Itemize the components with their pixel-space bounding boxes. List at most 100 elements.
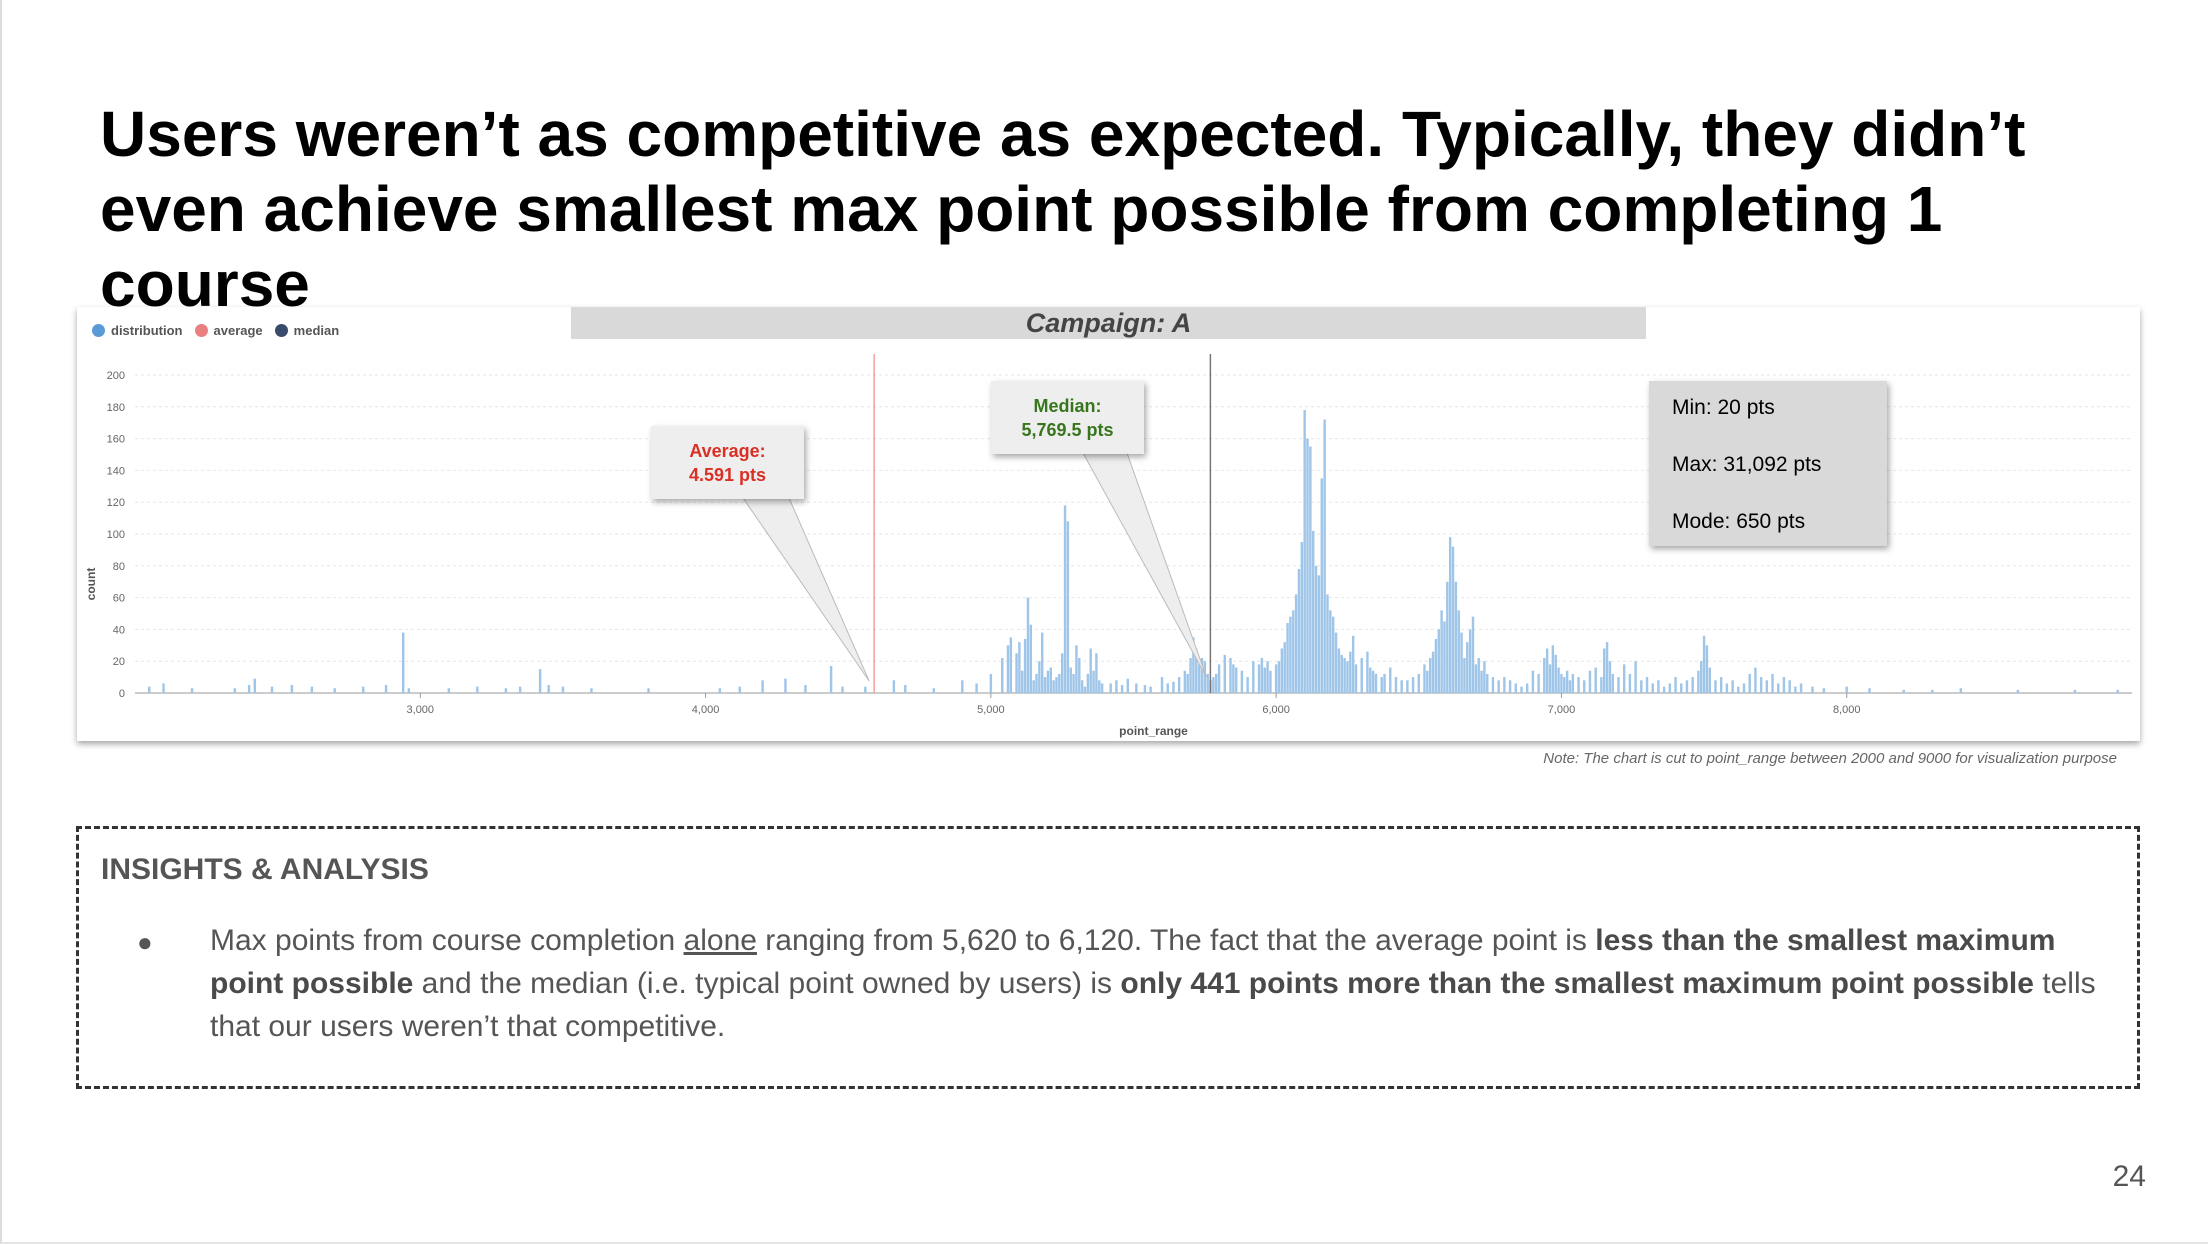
histogram-bar bbox=[1788, 680, 1791, 693]
histogram-bar bbox=[1263, 667, 1266, 693]
histogram-bar bbox=[1708, 667, 1711, 693]
legend-item-median[interactable]: median bbox=[274, 323, 339, 338]
histogram-bar bbox=[1135, 683, 1138, 693]
histogram-bar bbox=[1312, 530, 1315, 693]
histogram-bar bbox=[1098, 680, 1101, 693]
histogram-bar bbox=[1628, 673, 1632, 693]
histogram-bar bbox=[1257, 664, 1261, 693]
histogram-bar bbox=[1126, 678, 1130, 693]
histogram-bar bbox=[1092, 670, 1095, 693]
histogram-bar bbox=[1417, 673, 1420, 693]
histogram-bar bbox=[1719, 677, 1723, 693]
slide-title: Users weren’t as competitive as expected… bbox=[100, 98, 2026, 320]
histogram-bar bbox=[1080, 680, 1084, 693]
histogram-bar bbox=[1086, 673, 1090, 693]
histogram-bar bbox=[1554, 654, 1557, 693]
histogram-bar bbox=[1292, 610, 1295, 693]
y-tick-label: 180 bbox=[107, 402, 125, 414]
histogram-bar bbox=[401, 632, 405, 693]
y-tick-label: 100 bbox=[107, 529, 125, 541]
histogram-bar bbox=[1583, 680, 1586, 693]
histogram-bar bbox=[1600, 677, 1603, 693]
histogram-bar bbox=[647, 688, 650, 693]
histogram-bar bbox=[1742, 683, 1746, 693]
histogram-bar bbox=[2016, 689, 2020, 693]
histogram-bar bbox=[1603, 648, 1606, 693]
histogram-bar bbox=[1748, 673, 1751, 693]
histogram-bar bbox=[1186, 673, 1189, 693]
histogram-bar bbox=[1508, 680, 1512, 693]
histogram-bar bbox=[1006, 645, 1010, 693]
median-callout-value: 5,769.5 pts bbox=[1021, 420, 1114, 440]
histogram-bar bbox=[148, 686, 151, 693]
histogram-bar bbox=[1001, 658, 1004, 693]
histogram-bar bbox=[1334, 632, 1338, 693]
histogram-bar bbox=[1340, 654, 1343, 693]
histogram-bar bbox=[1454, 581, 1458, 693]
insight-bold-1: less than the smallest maximum point pos… bbox=[210, 924, 2056, 1000]
histogram-bar bbox=[1525, 683, 1529, 693]
histogram-bar bbox=[1777, 683, 1780, 693]
histogram-bar bbox=[1563, 677, 1566, 693]
histogram-bar bbox=[1557, 667, 1560, 693]
histogram-bar bbox=[1486, 673, 1489, 693]
histogram-bar bbox=[1200, 658, 1204, 693]
histogram-bar bbox=[290, 685, 294, 693]
histogram-bar bbox=[1782, 677, 1786, 693]
histogram-bar bbox=[1021, 670, 1024, 693]
histogram-bar bbox=[1183, 670, 1187, 693]
histogram-bar bbox=[1232, 664, 1235, 693]
histogram-bar bbox=[1323, 419, 1326, 693]
histogram-bar bbox=[1423, 664, 1426, 693]
legend-item-distribution[interactable]: distribution bbox=[92, 323, 183, 338]
histogram-bar bbox=[162, 683, 165, 693]
stat-max: Max: 31,092 pts bbox=[1672, 453, 1822, 476]
histogram-bar bbox=[1240, 670, 1244, 693]
insights-title: INSIGHTS & ANALYSIS bbox=[101, 853, 429, 886]
histogram-bar bbox=[518, 686, 522, 693]
histogram-bar bbox=[1083, 686, 1087, 693]
histogram-bar bbox=[1349, 651, 1352, 693]
histogram-bar bbox=[1680, 683, 1683, 693]
histogram-bar bbox=[1560, 673, 1563, 693]
histogram-bar bbox=[1702, 635, 1706, 693]
legend-item-average[interactable]: average bbox=[194, 323, 263, 338]
histogram-bar bbox=[1072, 673, 1075, 693]
histogram-bar bbox=[1283, 642, 1286, 693]
histogram-bar bbox=[2116, 689, 2119, 693]
histogram-bar bbox=[1380, 677, 1383, 693]
insight-text: Max points from course completion alone … bbox=[210, 919, 2120, 1048]
histogram-bar bbox=[1309, 446, 1312, 693]
histogram-bar bbox=[1166, 683, 1169, 693]
histogram-bar bbox=[784, 678, 787, 693]
histogram-bar bbox=[1177, 677, 1181, 693]
histogram-bar bbox=[1737, 686, 1740, 693]
histogram-bar bbox=[1480, 670, 1483, 693]
histogram-bar bbox=[1360, 658, 1363, 693]
histogram-bar bbox=[1468, 629, 1472, 693]
legend-label-distribution: distribution bbox=[111, 322, 183, 338]
histogram-bar bbox=[1443, 621, 1446, 693]
histogram-bar bbox=[738, 686, 742, 693]
histogram-bar bbox=[1026, 597, 1030, 693]
histogram-bar bbox=[1959, 688, 1963, 693]
insight-text-3: and the median (i.e. typical point owned… bbox=[413, 967, 1121, 1000]
histogram-bar bbox=[547, 685, 550, 693]
histogram-bar bbox=[1845, 686, 1848, 693]
histogram-bar bbox=[1252, 661, 1255, 693]
histogram-bar bbox=[1714, 680, 1717, 693]
histogram-bar bbox=[1383, 673, 1386, 693]
histogram-bar bbox=[1457, 610, 1460, 693]
histogram-bar bbox=[1406, 680, 1409, 693]
histogram-bar bbox=[1234, 667, 1238, 693]
histogram-bar bbox=[1428, 658, 1432, 693]
histogram-bar bbox=[1463, 658, 1466, 693]
insights-box: INSIGHTS & ANALYSIS ● Max points from co… bbox=[76, 826, 2140, 1089]
histogram-bar bbox=[1551, 645, 1555, 693]
histogram-bar bbox=[804, 685, 807, 693]
histogram-bar bbox=[1049, 667, 1052, 693]
histogram-bar bbox=[961, 680, 964, 693]
histogram-bar bbox=[1705, 645, 1709, 693]
histogram-bar bbox=[1246, 677, 1249, 693]
average-callout-label: Average: bbox=[689, 441, 766, 461]
